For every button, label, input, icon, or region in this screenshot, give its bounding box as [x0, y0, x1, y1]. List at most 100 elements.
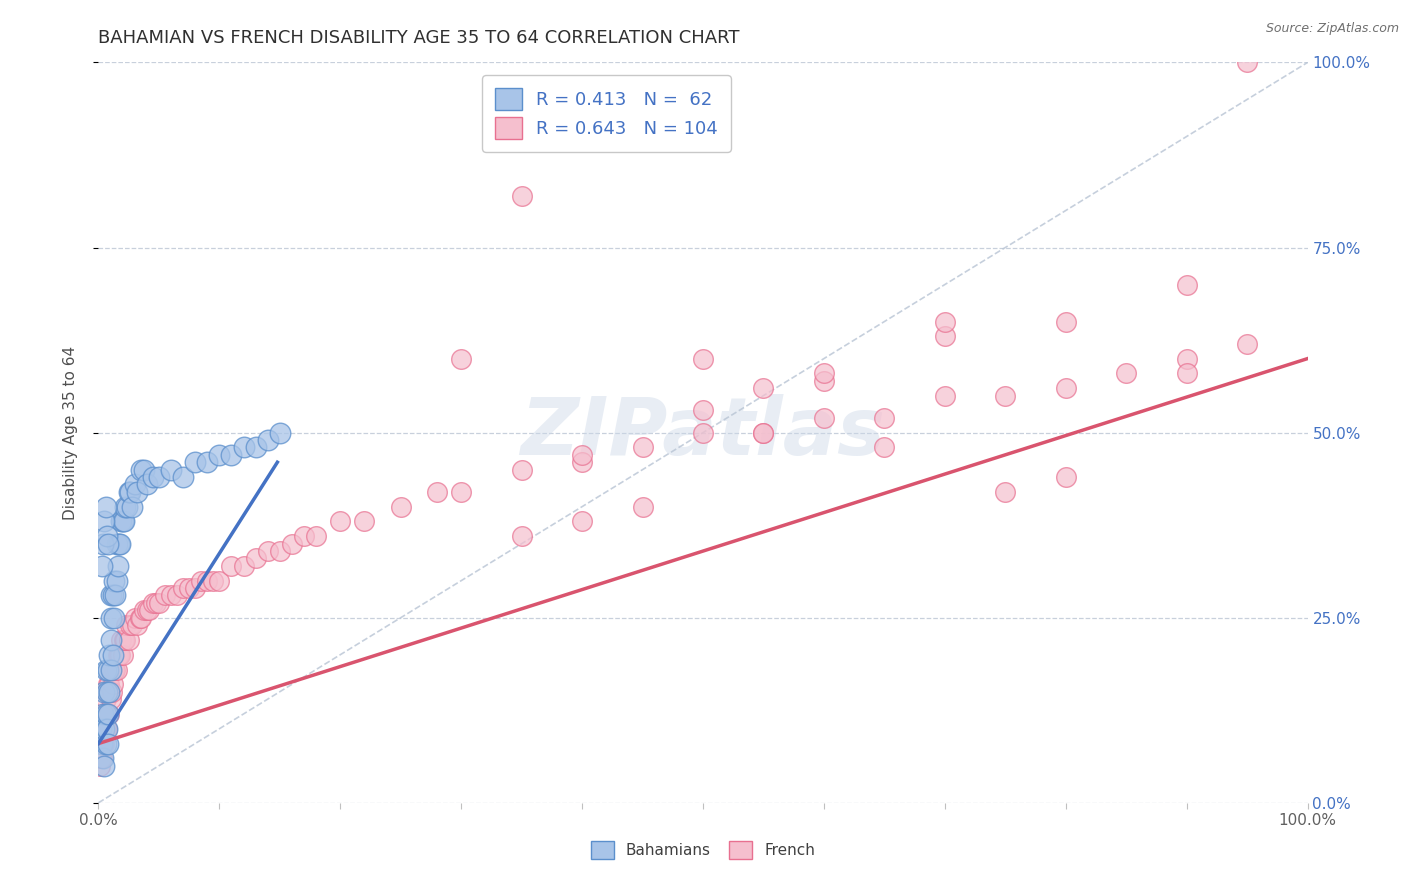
Point [269, 425, 291, 440]
Point [91, 536, 114, 550]
Y-axis label: Disability Age 35 to 64: Disability Age 35 to 64 [63, 345, 77, 520]
Point [100, 685, 122, 699]
Point [107, 558, 129, 573]
Point [121, 500, 143, 514]
Point [813, 367, 835, 381]
Point [101, 677, 124, 691]
Point [145, 596, 167, 610]
Point [124, 610, 146, 624]
Point [450, 484, 472, 499]
Point [232, 441, 254, 455]
Point [94, 706, 117, 721]
Point [142, 596, 165, 610]
Point [510, 462, 533, 476]
Point [208, 574, 231, 588]
Point [97, 663, 120, 677]
Point [91, 751, 114, 765]
Point [256, 544, 278, 558]
Point [195, 455, 218, 469]
Point [100, 632, 122, 647]
Point [112, 632, 135, 647]
Point [97, 536, 120, 550]
Point [934, 314, 956, 328]
Point [934, 329, 956, 343]
Point [103, 610, 125, 624]
Point [127, 484, 149, 499]
Point [100, 663, 122, 677]
Text: ZIPatlas: ZIPatlas [520, 393, 886, 472]
Point [994, 388, 1017, 402]
Point [1175, 367, 1198, 381]
Point [93, 685, 115, 699]
Point [426, 484, 449, 499]
Point [97, 706, 120, 721]
Point [1054, 470, 1077, 484]
Point [245, 441, 267, 455]
Point [208, 448, 231, 462]
Point [1054, 314, 1077, 328]
Point [172, 581, 194, 595]
Point [108, 648, 131, 662]
Point [752, 381, 775, 395]
Point [105, 536, 128, 550]
Point [160, 462, 183, 476]
Point [104, 589, 127, 603]
Point [1115, 367, 1137, 381]
Point [128, 610, 150, 624]
Point [111, 648, 134, 662]
Point [97, 737, 120, 751]
Point [93, 737, 115, 751]
Point [91, 751, 114, 765]
Text: Source: ZipAtlas.com: Source: ZipAtlas.com [1265, 22, 1399, 36]
Point [118, 618, 141, 632]
Point [98, 648, 121, 662]
Point [135, 603, 157, 617]
Point [97, 677, 120, 691]
Point [100, 589, 122, 603]
Point [134, 603, 156, 617]
Point [98, 706, 121, 721]
Point [93, 722, 115, 736]
Point [90, 751, 112, 765]
Point [91, 706, 114, 721]
Point [101, 589, 124, 603]
Point [873, 441, 896, 455]
Point [256, 433, 278, 447]
Point [873, 410, 896, 425]
Point [813, 410, 835, 425]
Point [389, 500, 412, 514]
Point [138, 603, 160, 617]
Point [1054, 381, 1077, 395]
Point [94, 692, 117, 706]
Point [450, 351, 472, 366]
Point [105, 574, 128, 588]
Point [91, 737, 114, 751]
Point [571, 515, 593, 529]
Point [179, 581, 201, 595]
Point [108, 648, 131, 662]
Point [153, 589, 176, 603]
Point [114, 500, 136, 514]
Point [110, 515, 132, 529]
Point [96, 722, 118, 736]
Point [91, 706, 114, 721]
Point [121, 618, 143, 632]
Point [692, 425, 714, 440]
Point [96, 685, 118, 699]
Point [110, 632, 132, 647]
Point [148, 596, 170, 610]
Point [115, 618, 138, 632]
Point [510, 188, 533, 202]
Point [232, 558, 254, 573]
Point [114, 632, 136, 647]
Point [752, 425, 775, 440]
Point [135, 477, 157, 491]
Point [1236, 55, 1258, 70]
Point [631, 500, 654, 514]
Point [195, 574, 218, 588]
Point [103, 663, 125, 677]
Point [571, 455, 593, 469]
Point [117, 500, 139, 514]
Point [90, 722, 112, 736]
Point [97, 706, 120, 721]
